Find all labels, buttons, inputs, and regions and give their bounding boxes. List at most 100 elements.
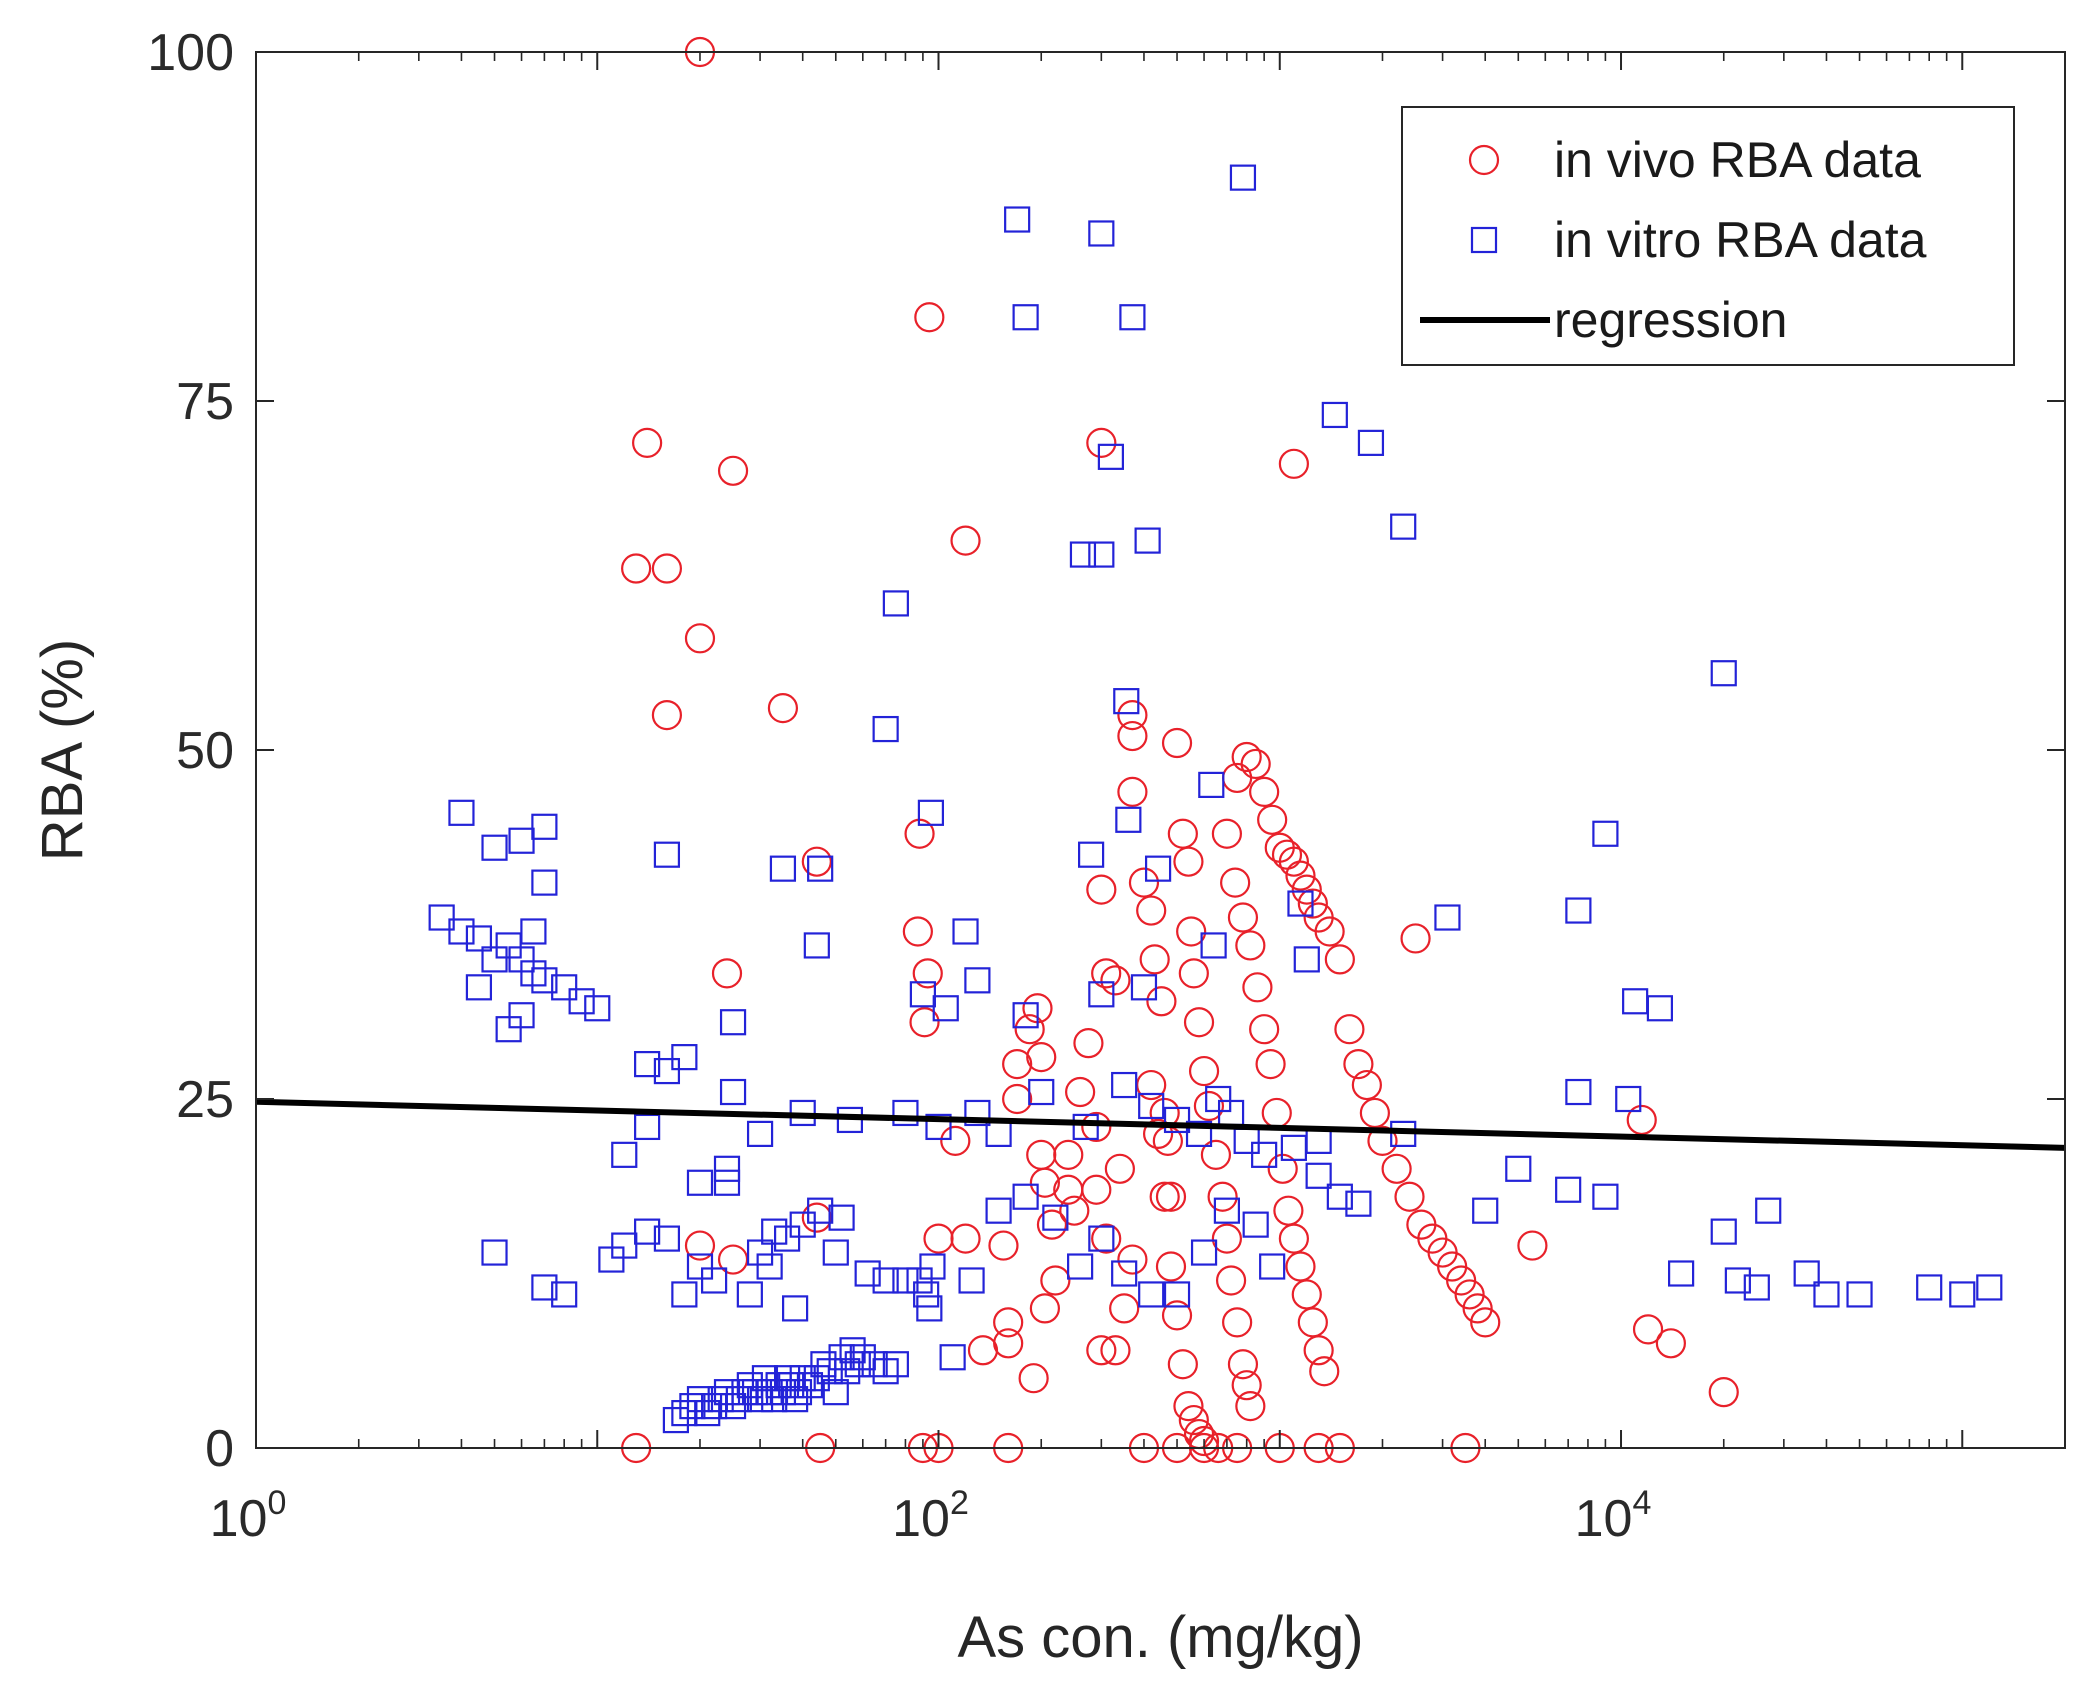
in-vivo-point (1235, 930, 1266, 961)
in-vitro-point (746, 1120, 774, 1148)
in-vitro-point (1710, 1218, 1737, 1245)
in-vivo-point (1297, 1307, 1328, 1338)
in-vivo-point (912, 958, 943, 989)
in-vivo-point (1462, 1293, 1493, 1324)
in-vitro-point (1229, 164, 1257, 191)
in-vitro-point (1505, 1155, 1532, 1182)
in-vivo-point (1334, 1014, 1365, 1045)
in-vivo-point (684, 1230, 716, 1261)
in-vitro-point (1287, 890, 1314, 917)
in-vitro-point (671, 1399, 698, 1427)
in-vitro-point (428, 904, 455, 931)
regression-line (256, 1098, 2066, 1151)
in-vitro-point (882, 590, 909, 617)
in-vitro-point (917, 799, 945, 826)
y-tick-label: 25 (176, 1071, 234, 1129)
in-vivo-point (1255, 1048, 1286, 1080)
in-vivo-point (914, 302, 945, 333)
in-vitro-point (854, 1260, 881, 1287)
in-vitro-point (1119, 304, 1146, 331)
in-vitro-point (1565, 897, 1592, 924)
in-vivo-point (1026, 1139, 1057, 1170)
in-vitro-point (1213, 1197, 1241, 1224)
in-vivo-point (1029, 1167, 1060, 1198)
in-vivo-point (1128, 867, 1160, 898)
in-vitro-point (985, 1197, 1012, 1224)
in-vitro-point (756, 1379, 783, 1406)
in-vitro-point (919, 1253, 946, 1280)
legend-square-icon (1470, 226, 1498, 254)
in-vitro-point (1280, 1134, 1307, 1161)
in-vitro-point (1326, 1183, 1353, 1210)
x-axis-label: As con. (mg/kg) (957, 1605, 1363, 1670)
in-vivo-point (1249, 1014, 1280, 1045)
in-vitro-point (1144, 855, 1172, 882)
in-vivo-point (1053, 1174, 1084, 1205)
in-vitro-point (834, 1358, 861, 1385)
in-vitro-point (1088, 220, 1115, 247)
in-vivo-point (711, 958, 743, 989)
in-vitro-point (1138, 1092, 1165, 1120)
in-vivo-point (651, 699, 683, 731)
in-vivo-point (1040, 1265, 1071, 1296)
in-vitro-point (598, 1246, 625, 1273)
in-vivo-point (1104, 1153, 1135, 1184)
in-vitro-point (769, 855, 797, 882)
in-vitro-point (1163, 1106, 1191, 1134)
in-vitro-point (448, 799, 475, 826)
in-vitro-point (1004, 206, 1031, 233)
in-vitro-point (1793, 1260, 1820, 1287)
in-vivo-point (1271, 839, 1303, 870)
in-vivo-point (1231, 741, 1262, 773)
in-vitro-point (925, 1113, 952, 1141)
in-vivo-point (1517, 1230, 1548, 1261)
in-vitro-point (1305, 1162, 1332, 1189)
in-vivo-point (1026, 1042, 1057, 1073)
in-vitro-point (1949, 1281, 1976, 1308)
in-vitro-point (1357, 429, 1385, 456)
in-vivo-point (993, 1307, 1024, 1338)
legend-label: in vivo RBA data (1554, 132, 1921, 188)
in-vitro-point (964, 967, 991, 994)
in-vitro-point (584, 995, 611, 1022)
in-vivo-point (651, 553, 683, 584)
in-vitro-point (1078, 841, 1105, 868)
in-vivo-point (1081, 1174, 1112, 1205)
in-vitro-point (1293, 946, 1320, 973)
in-vitro-point (653, 841, 681, 868)
in-vivo-point (940, 1125, 971, 1156)
in-vitro-point (531, 813, 558, 840)
in-vitro-point (686, 1386, 714, 1413)
in-vivo-point (1314, 916, 1345, 947)
in-vitro-point (1846, 1281, 1873, 1308)
in-vivo-point (1136, 895, 1167, 926)
in-vitro-point (1088, 1225, 1115, 1252)
in-vitro-point (1115, 806, 1142, 833)
in-vitro-point (751, 1365, 779, 1392)
in-vivo-point (1002, 1083, 1033, 1115)
in-vitro-point (782, 1386, 809, 1413)
in-vivo-point (1381, 1153, 1412, 1184)
in-vivo-point (767, 693, 799, 724)
in-vivo-point (1100, 1335, 1131, 1366)
in-vitro-point (1622, 988, 1649, 1015)
legend: in vivo RBA data in vitro RBA data regress… (1401, 106, 2015, 366)
in-vitro-point (531, 869, 558, 896)
in-vitro-point (448, 918, 475, 945)
in-vivo-point (1291, 874, 1322, 905)
in-vivo-point (1086, 874, 1117, 905)
x-tick-label: 102 (892, 1484, 969, 1548)
in-vitro-point (1028, 1078, 1055, 1106)
in-vivo-point (1173, 846, 1204, 877)
plot-marks (256, 36, 2066, 1464)
in-vivo-point (1100, 965, 1131, 996)
in-vitro-point (1138, 1281, 1165, 1308)
in-vivo-point (1149, 1181, 1180, 1212)
in-vitro-point (1555, 1176, 1582, 1203)
in-vitro-point (916, 1295, 943, 1322)
legend-item: in vitro RBA data (1470, 212, 1927, 268)
in-vitro-point (1163, 1281, 1191, 1308)
in-vivo-point (1400, 923, 1431, 954)
in-vitro-point (1088, 981, 1115, 1008)
in-vitro-point (719, 1078, 747, 1106)
